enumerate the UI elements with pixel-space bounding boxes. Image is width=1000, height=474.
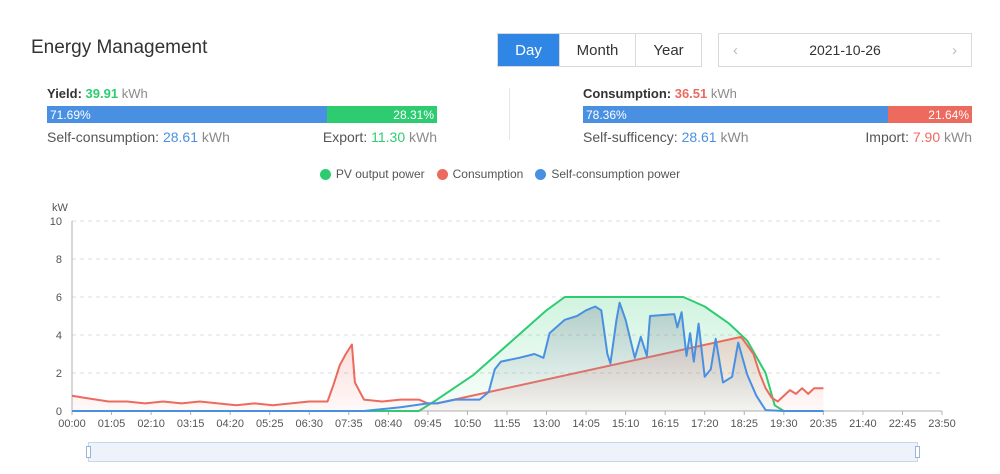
date-picker[interactable]: ‹ 2021-10-26 › [718, 33, 972, 67]
x-tick-label: 06:30 [296, 418, 324, 430]
x-tick-label: 08:40 [375, 418, 403, 430]
period-tabs: Day Month Year [497, 33, 702, 67]
legend-item-self-consumption[interactable]: Self-consumption power [535, 167, 680, 181]
self-sufficiency-value: 28.61 [681, 129, 717, 145]
x-tick-label: 13:00 [533, 418, 561, 430]
x-tick-label: 14:05 [572, 418, 600, 430]
zoom-slider[interactable] [86, 442, 920, 462]
self-consumption-unit: kWh [201, 129, 230, 145]
export-label: Export: [322, 129, 368, 145]
self-consumption-label: Self-consumption: [47, 129, 160, 145]
x-tick-label: 22:45 [889, 418, 917, 430]
x-tick-label: 18:25 [731, 418, 759, 430]
legend-label-pv: PV output power [335, 167, 425, 181]
y-tick-label: 0 [56, 406, 62, 418]
consumption-import-segment: 21.64% [887, 106, 972, 123]
self-consumption-summary: Self-consumption: 28.61 kWh [47, 129, 230, 145]
yield-export-segment: 28.31% [326, 106, 437, 123]
consumption-self-segment: 78.36% [583, 106, 888, 123]
y-axis-unit: kW [52, 202, 69, 214]
x-tick-label: 11:55 [494, 418, 521, 430]
consumption-summary: Consumption: 36.51 kWh [583, 86, 737, 101]
x-tick-label: 15:10 [612, 418, 640, 430]
import-unit: kWh [944, 129, 972, 145]
x-tick-label: 16:15 [651, 418, 679, 430]
consumption-self-pct: 78.36% [586, 107, 627, 122]
chevron-right-icon[interactable]: › [952, 41, 957, 59]
consumption-unit: kWh [710, 86, 737, 101]
legend-dot-icon [436, 168, 448, 180]
import-summary: Import: 7.90 kWh [865, 129, 972, 145]
date-value: 2021-10-26 [809, 42, 881, 58]
y-tick-label: 6 [56, 292, 62, 304]
consumption-series-line [71, 335, 824, 407]
tab-month[interactable]: Month [560, 34, 636, 66]
consumption-value: 36.51 [674, 86, 708, 101]
import-label: Import: [865, 129, 909, 145]
self-consumption-value: 28.61 [162, 129, 198, 145]
yield-value: 39.91 [85, 86, 119, 101]
self-sufficiency-label: Self-sufficency: [583, 129, 678, 145]
legend-item-pv[interactable]: PV output power [319, 167, 425, 181]
export-summary: Export: 11.30 kWh [323, 129, 437, 145]
tab-year[interactable]: Year [653, 41, 684, 59]
x-tick-label: 07:35 [335, 418, 363, 430]
x-tick-label: 01:05 [98, 418, 126, 430]
self-consumption-series-line [72, 301, 824, 412]
yield-self-pct: 71.69% [50, 107, 91, 122]
export-value: 11.30 [371, 129, 406, 145]
x-tick-label: 00:00 [58, 418, 86, 430]
summary-divider [509, 88, 510, 140]
zoom-handle-right[interactable] [915, 446, 920, 458]
self-sufficiency-unit: kWh [720, 129, 749, 145]
yield-bar: 71.69% 28.31% [47, 106, 437, 123]
x-tick-label: 19:30 [770, 418, 798, 430]
x-tick-label: 10:50 [454, 418, 482, 430]
yield-label: Yield: [47, 86, 82, 101]
export-unit: kWh [409, 129, 437, 145]
legend-item-consumption[interactable]: Consumption [436, 167, 524, 181]
x-tick-label: 05:25 [256, 418, 284, 430]
legend-label-consumption: Consumption [452, 167, 524, 181]
yield-export-pct: 28.31% [393, 107, 434, 122]
x-tick-label: 17:20 [691, 418, 719, 430]
consumption-label: Consumption: [583, 86, 672, 101]
self-consumption-series-area [72, 302, 824, 411]
import-value: 7.90 [912, 129, 941, 145]
chart-legend: PV output power Consumption Self-consump… [0, 167, 1000, 181]
page-title: Energy Management [31, 37, 208, 58]
consumption-import-pct: 21.64% [928, 107, 969, 122]
pv-output-series-line [72, 296, 824, 412]
y-tick-label: 8 [56, 254, 62, 266]
yield-summary: Yield: 39.91 kWh [47, 86, 148, 101]
y-tick-label: 2 [56, 368, 62, 380]
x-tick-label: 02:10 [137, 418, 165, 430]
x-tick-label: 04:20 [216, 418, 244, 430]
yield-self-consumption-segment: 71.69% [47, 106, 327, 123]
y-tick-label: 10 [50, 216, 62, 228]
y-tick-label: 4 [56, 330, 62, 342]
legend-dot-icon [319, 168, 331, 180]
consumption-bar: 78.36% 21.64% [583, 106, 972, 123]
x-tick-label: 03:15 [177, 418, 205, 430]
x-tick-label: 09:45 [414, 418, 442, 430]
legend-label-self-consumption: Self-consumption power [551, 167, 681, 181]
x-tick-label: 21:40 [849, 418, 877, 430]
legend-dot-icon [535, 168, 547, 180]
yield-unit: kWh [121, 86, 148, 101]
tab-day[interactable]: Day [498, 34, 560, 66]
x-tick-label: 23:50 [928, 418, 956, 430]
chevron-left-icon[interactable]: ‹ [733, 41, 738, 59]
self-sufficiency-summary: Self-sufficency: 28.61 kWh [583, 129, 749, 145]
zoom-handle-left[interactable] [86, 446, 91, 458]
x-tick-label: 20:35 [810, 418, 838, 430]
